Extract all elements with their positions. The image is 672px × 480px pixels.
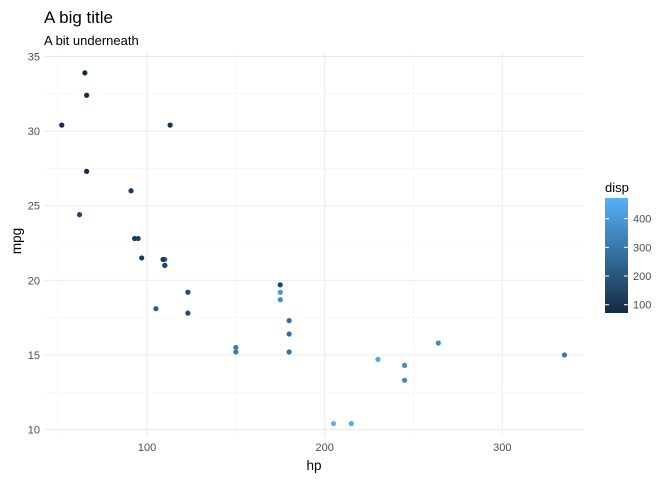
data-point: [84, 92, 90, 98]
x-tick-label: 300: [493, 442, 511, 454]
data-point: [167, 122, 173, 128]
color-legend: disp 100 200 300 400: [605, 180, 651, 313]
y-tick-label: 10: [28, 425, 40, 437]
chart-subtitle: A bit underneath: [44, 33, 139, 48]
data-point: [185, 289, 191, 295]
x-tick-label: 200: [315, 442, 333, 454]
y-tick-label: 30: [28, 126, 40, 138]
y-tick-label: 15: [28, 350, 40, 362]
y-axis-ticks: 10 15 20 25 30 35: [28, 51, 40, 436]
data-point: [131, 235, 138, 242]
data-point: [233, 344, 239, 351]
data-point: [401, 362, 408, 368]
data-point: [286, 349, 292, 355]
x-tick-label: 100: [138, 442, 156, 454]
data-point: [162, 262, 168, 268]
data-point: [233, 349, 239, 355]
x-axis-title: hp: [306, 458, 321, 473]
data-point: [348, 420, 354, 427]
data-point: [561, 352, 568, 358]
data-point: [84, 168, 90, 174]
y-tick-label: 20: [28, 275, 40, 287]
legend-title: disp: [605, 180, 629, 195]
data-point: [185, 310, 191, 316]
y-tick-label: 25: [28, 201, 40, 213]
chart-title: A big title: [44, 8, 113, 27]
data-point: [435, 340, 441, 346]
legend-tick-label: 400: [633, 214, 651, 226]
data-point: [330, 420, 337, 427]
y-axis-title: mpg: [9, 228, 24, 254]
data-point: [286, 318, 292, 324]
legend-colorbar: [605, 198, 628, 313]
data-point: [277, 282, 283, 288]
data-point: [286, 331, 292, 337]
data-point: [401, 377, 408, 383]
data-point: [375, 356, 381, 363]
legend-tick-label: 200: [633, 271, 651, 283]
legend-tick-label: 300: [633, 242, 651, 254]
legend-ticks: 100 200 300 400: [605, 214, 651, 312]
grid: [44, 52, 584, 437]
y-tick-label: 35: [28, 51, 40, 63]
data-point: [139, 255, 145, 261]
data-point: [153, 306, 159, 312]
x-axis-ticks: 100 200 300: [138, 442, 512, 454]
data-point: [135, 235, 141, 242]
data-point: [160, 256, 166, 263]
data-point: [82, 70, 88, 76]
data-point: [76, 212, 83, 218]
data-points: [59, 70, 568, 427]
legend-tick-label: 100: [633, 300, 651, 312]
data-point: [128, 188, 134, 194]
data-point: [277, 297, 283, 303]
data-point: [277, 289, 283, 295]
data-point: [59, 122, 65, 128]
